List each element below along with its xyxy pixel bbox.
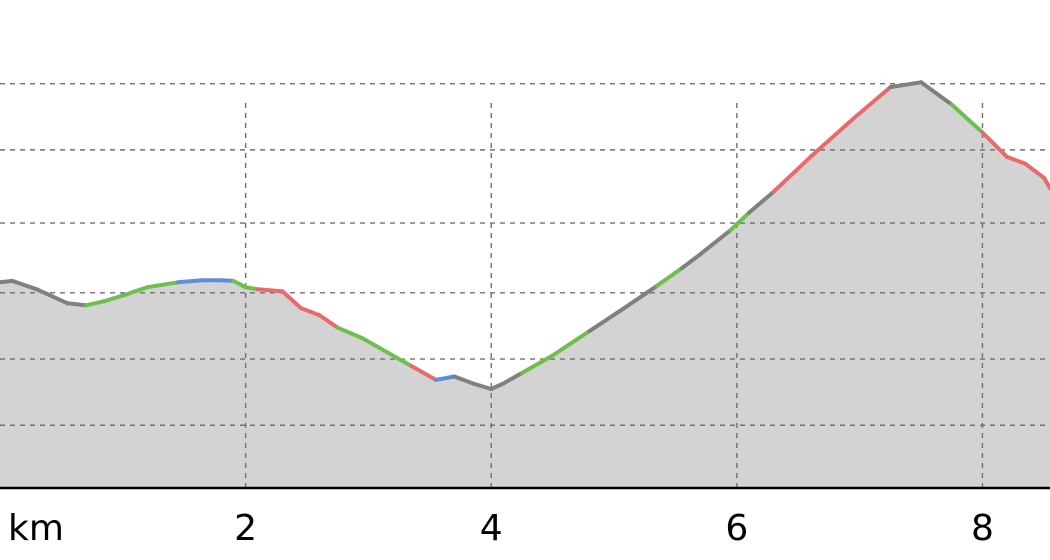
profile-segment-3 [34, 287, 70, 306]
profile-segment-18 [335, 325, 365, 341]
x-tick-label-8: 8 [971, 508, 994, 549]
profile-segment-14 [255, 287, 285, 294]
elevation-profile-line [0, 80, 1050, 391]
profile-segment-28 [550, 329, 592, 358]
profile-segment-36 [771, 154, 813, 194]
profile-segment-15 [280, 289, 303, 311]
profile-segment-24 [470, 381, 494, 391]
profile-segment-26 [501, 371, 524, 386]
x-tick-label-4: 4 [480, 508, 503, 549]
profile-segment-32 [679, 252, 702, 271]
profile-segment-38 [851, 85, 893, 121]
profile-segment-20 [384, 350, 414, 368]
profile-segment-40 [919, 80, 954, 107]
x-tick-labels: 2 4 6 8 [234, 508, 994, 549]
profile-segment-13 [243, 285, 260, 292]
profile-segment-21 [409, 364, 438, 382]
horizontal-gridlines [0, 82, 1050, 426]
profile-segment-41 [949, 102, 985, 135]
profile-segment-30 [624, 283, 659, 309]
x-axis-unit-label: km [8, 508, 64, 549]
x-tick-label-2: 2 [234, 508, 257, 549]
profile-segment-19 [360, 336, 389, 355]
profile-segment-44 [1023, 161, 1046, 180]
elevation-area-fill [0, 82, 1050, 489]
profile-segment-22 [434, 374, 457, 382]
profile-segment-12 [231, 278, 248, 290]
profile-segment-7 [120, 285, 150, 298]
profile-segment-8 [145, 280, 181, 290]
profile-segment-23 [452, 374, 475, 386]
profile-segment-34 [728, 210, 752, 233]
profile-segment-4 [65, 301, 88, 308]
profile-segment-6 [102, 293, 125, 304]
profile-segment-27 [519, 353, 555, 375]
profile-segment-37 [808, 116, 856, 159]
profile-segment-9 [176, 278, 205, 285]
profile-segment-39 [888, 80, 924, 90]
plot-area [0, 82, 1050, 489]
profile-segment-17 [317, 313, 340, 330]
x-tick-label-6: 6 [725, 508, 748, 549]
profile-segment-25 [489, 381, 506, 391]
profile-segment-45 [1041, 175, 1050, 191]
profile-segment-42 [980, 130, 1009, 159]
profile-segment-16 [298, 306, 322, 318]
profile-segment-43 [1005, 154, 1028, 166]
profile-segment-1 [0, 278, 15, 285]
profile-segment-11 [219, 278, 236, 283]
vertical-gridlines [244, 100, 984, 488]
profile-segment-35 [747, 189, 776, 215]
profile-segment-31 [655, 266, 684, 288]
profile-segment-33 [698, 228, 733, 257]
profile-segment-5 [84, 299, 107, 308]
profile-segment-2 [10, 278, 39, 292]
profile-segment-29 [587, 304, 629, 334]
